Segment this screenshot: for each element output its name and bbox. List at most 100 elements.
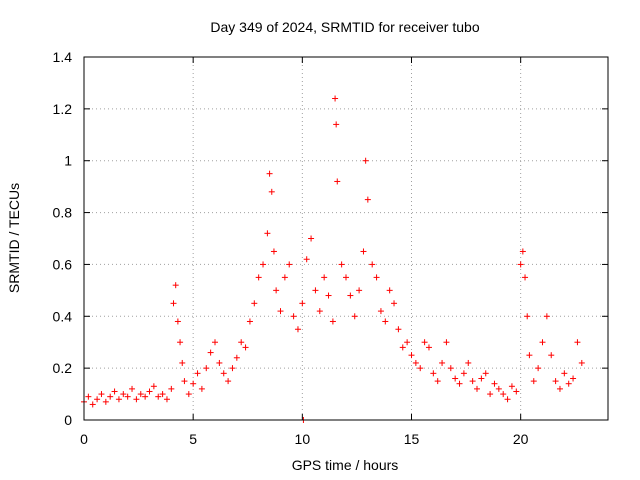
- data-point: [266, 170, 273, 177]
- data-point: [129, 385, 136, 392]
- y-tick-label: 0.6: [53, 256, 73, 272]
- data-point: [421, 339, 428, 346]
- data-point: [443, 339, 450, 346]
- data-point: [325, 292, 332, 299]
- data-point: [447, 365, 454, 372]
- data-point: [174, 318, 181, 325]
- y-axis-label: SRMTID / TECUs: [6, 183, 22, 293]
- data-point: [338, 261, 345, 268]
- data-point: [360, 248, 367, 255]
- data-point: [198, 385, 205, 392]
- data-point: [251, 300, 258, 307]
- data-point: [146, 388, 153, 395]
- data-point: [102, 398, 109, 405]
- data-point: [207, 349, 214, 356]
- data-point: [286, 261, 293, 268]
- data-point: [408, 352, 415, 359]
- data-point: [242, 344, 249, 351]
- plot-frame: [83, 56, 609, 421]
- data-point: [332, 95, 339, 102]
- data-point: [290, 313, 297, 320]
- data-point: [238, 339, 245, 346]
- x-tick-label: 0: [80, 431, 88, 447]
- data-point: [482, 370, 489, 377]
- data-point: [85, 393, 92, 400]
- data-point: [163, 396, 170, 403]
- data-point: [273, 287, 280, 294]
- data-point: [94, 396, 101, 403]
- data-point: [500, 391, 507, 398]
- data-point: [452, 375, 459, 382]
- data-point: [137, 391, 144, 398]
- data-point: [469, 378, 476, 385]
- data-point: [347, 292, 354, 299]
- data-point: [487, 391, 494, 398]
- data-point: [561, 370, 568, 377]
- data-point: [246, 318, 253, 325]
- data-point: [399, 344, 406, 351]
- data-point: [216, 359, 223, 366]
- data-point: [552, 378, 559, 385]
- data-point: [412, 359, 419, 366]
- data-point: [504, 396, 511, 403]
- data-point: [508, 383, 515, 390]
- x-axis-label: GPS time / hours: [292, 457, 399, 473]
- data-point: [308, 235, 315, 242]
- data-point: [111, 388, 118, 395]
- data-point: [391, 300, 398, 307]
- data-point: [556, 385, 563, 392]
- data-point: [460, 370, 467, 377]
- data-point: [377, 308, 384, 315]
- data-point: [155, 393, 162, 400]
- data-point: [268, 188, 275, 195]
- data-point: [539, 339, 546, 346]
- data-point: [526, 352, 533, 359]
- y-tick-label: 0: [64, 412, 72, 428]
- data-point: [255, 274, 262, 281]
- data-point: [395, 326, 402, 333]
- data-point: [229, 365, 236, 372]
- data-point: [535, 365, 542, 372]
- data-point: [277, 308, 284, 315]
- data-point: [333, 121, 340, 128]
- data-point: [495, 385, 502, 392]
- chart-title: Day 349 of 2024, SRMTID for receiver tub…: [210, 19, 479, 35]
- data-point: [264, 230, 271, 237]
- data-point: [316, 308, 323, 315]
- data-point: [530, 378, 537, 385]
- data-point: [362, 157, 369, 164]
- data-point: [382, 318, 389, 325]
- data-point: [434, 378, 441, 385]
- data-point: [133, 396, 140, 403]
- data-point: [220, 370, 227, 377]
- data-point: [321, 274, 328, 281]
- data-point: [430, 370, 437, 377]
- data-point: [225, 378, 232, 385]
- data-point: [478, 375, 485, 382]
- data-point: [179, 359, 186, 366]
- data-point: [281, 274, 288, 281]
- data-points: [81, 95, 585, 423]
- data-point: [194, 370, 201, 377]
- data-point: [519, 248, 526, 255]
- data-point: [212, 339, 218, 346]
- grid: [84, 57, 608, 420]
- data-point: [181, 378, 188, 385]
- y-tick-label: 0.8: [53, 205, 73, 221]
- data-point: [570, 375, 577, 382]
- data-point: [417, 365, 424, 372]
- x-tick-label: 20: [513, 431, 529, 447]
- y-tick-label: 1: [64, 153, 72, 169]
- data-point: [190, 380, 197, 387]
- data-point: [299, 300, 306, 307]
- data-point: [522, 274, 529, 281]
- data-point: [260, 261, 267, 268]
- data-point: [351, 313, 358, 320]
- data-point: [439, 359, 446, 366]
- data-point: [177, 339, 184, 346]
- data-point: [369, 261, 376, 268]
- data-point: [142, 393, 149, 400]
- y-tick-label: 1.2: [53, 101, 73, 117]
- data-point: [270, 248, 277, 255]
- data-point: [373, 274, 380, 281]
